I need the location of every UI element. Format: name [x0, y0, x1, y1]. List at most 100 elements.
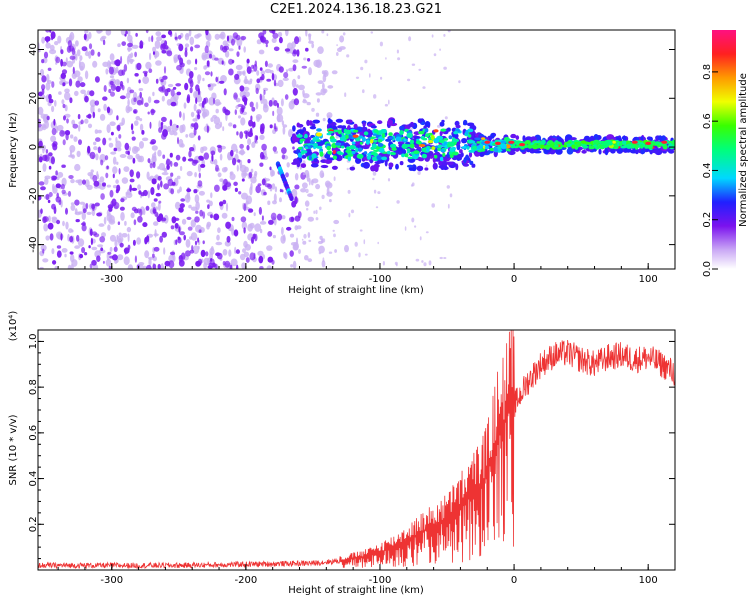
noise-blob [138, 190, 142, 195]
noise-blob [92, 111, 96, 119]
band-core [361, 136, 366, 142]
noise-speckle-light [84, 118, 89, 124]
band-core [426, 146, 430, 153]
band-core [466, 145, 470, 150]
noise-blob [160, 44, 163, 49]
band-halo [310, 163, 319, 168]
noise-speckle-light [87, 172, 93, 177]
noise-speckle-light [46, 73, 50, 83]
noise-blob [205, 30, 209, 36]
noise-speckle-light [57, 35, 62, 44]
noise-speckle-light [92, 60, 98, 68]
band-halo [408, 123, 415, 127]
noise-speckle-light [292, 244, 299, 251]
noise-speckle-light [276, 106, 283, 116]
noise-blob [271, 72, 275, 81]
noise-blob [38, 156, 43, 163]
noise-speckle-light [247, 138, 252, 146]
noise-blob [48, 93, 52, 101]
noise-speckle-light [306, 173, 310, 182]
band-halo [355, 157, 362, 164]
noise-speckle-light [172, 254, 176, 262]
colorbar-tick-label: 0.0 [702, 261, 713, 277]
noise-speckle-light [39, 266, 44, 269]
noise-blob [252, 121, 255, 129]
noise-blob [43, 51, 49, 59]
noise-blob [51, 203, 56, 210]
noise-speckle-light [151, 145, 158, 151]
noise-speckle-light [161, 172, 169, 176]
band-core [389, 152, 396, 156]
noise-speckle-light [292, 59, 299, 64]
noise-speckle-light [220, 31, 226, 40]
band-core [345, 146, 351, 150]
band-core [428, 132, 433, 136]
noise-blob [288, 216, 295, 223]
noise-blob [75, 80, 81, 88]
noise-blob [254, 60, 257, 67]
noise-speckle-light [112, 184, 118, 189]
noise-speckle-light [182, 112, 185, 121]
noise-blob [238, 191, 242, 195]
noise-blob [40, 186, 46, 191]
noise-blob [194, 216, 200, 223]
band-core [430, 134, 435, 141]
band-core [467, 134, 472, 138]
noise-blob [79, 82, 86, 88]
noise-speckle-light [54, 266, 58, 269]
sparse-speckle [443, 257, 447, 259]
noise-speckle-light [304, 200, 310, 207]
sparse-speckle [302, 172, 306, 176]
noise-blob [108, 66, 114, 75]
sparse-speckle [303, 233, 307, 239]
band-core [300, 151, 305, 155]
band-core [399, 130, 404, 135]
noise-speckle-light [272, 234, 276, 239]
sparse-speckle [415, 258, 420, 262]
band-core [554, 144, 559, 148]
band-core [345, 149, 352, 153]
band-halo [296, 122, 301, 128]
noise-speckle-light [228, 122, 233, 127]
sparse-speckle [354, 241, 358, 247]
band-core [376, 155, 383, 161]
noise-speckle-light [84, 70, 89, 80]
noise-blob [146, 235, 150, 243]
noise-blob [243, 227, 246, 234]
band-halo [345, 119, 351, 125]
band-core [484, 145, 490, 150]
noise-blob [141, 130, 145, 135]
noise-blob [129, 184, 132, 192]
noise-blob [195, 58, 198, 65]
noise-speckle-light [116, 161, 119, 165]
band-core [584, 141, 591, 145]
noise-blob [169, 119, 173, 127]
band-halo [584, 135, 590, 141]
noise-speckle-light [234, 246, 237, 254]
sparse-speckle [387, 178, 391, 182]
noise-blob [191, 123, 195, 127]
band-core [440, 149, 445, 152]
band-halo [396, 147, 404, 151]
noise-speckle-light [259, 134, 265, 140]
noise-speckle-light [70, 178, 75, 184]
band-halo [397, 150, 403, 155]
noise-blob [102, 39, 106, 46]
noise-speckle-light [264, 68, 272, 74]
band-core [388, 132, 393, 137]
band-core [535, 144, 541, 149]
noise-blob [241, 178, 245, 182]
noise-speckle-light [64, 253, 67, 258]
noise-blob [59, 130, 65, 137]
y-tick-label: 0.6 [28, 425, 39, 441]
noise-speckle-light [121, 177, 129, 184]
noise-speckle-light [101, 232, 106, 238]
noise-blob [129, 89, 135, 94]
noise-speckle-light [50, 135, 57, 143]
noise-blob [150, 108, 155, 116]
band-halo [610, 147, 616, 154]
noise-speckle-light [67, 233, 70, 242]
band-core [373, 129, 379, 134]
noise-blob [124, 248, 127, 255]
band-core [356, 153, 364, 159]
